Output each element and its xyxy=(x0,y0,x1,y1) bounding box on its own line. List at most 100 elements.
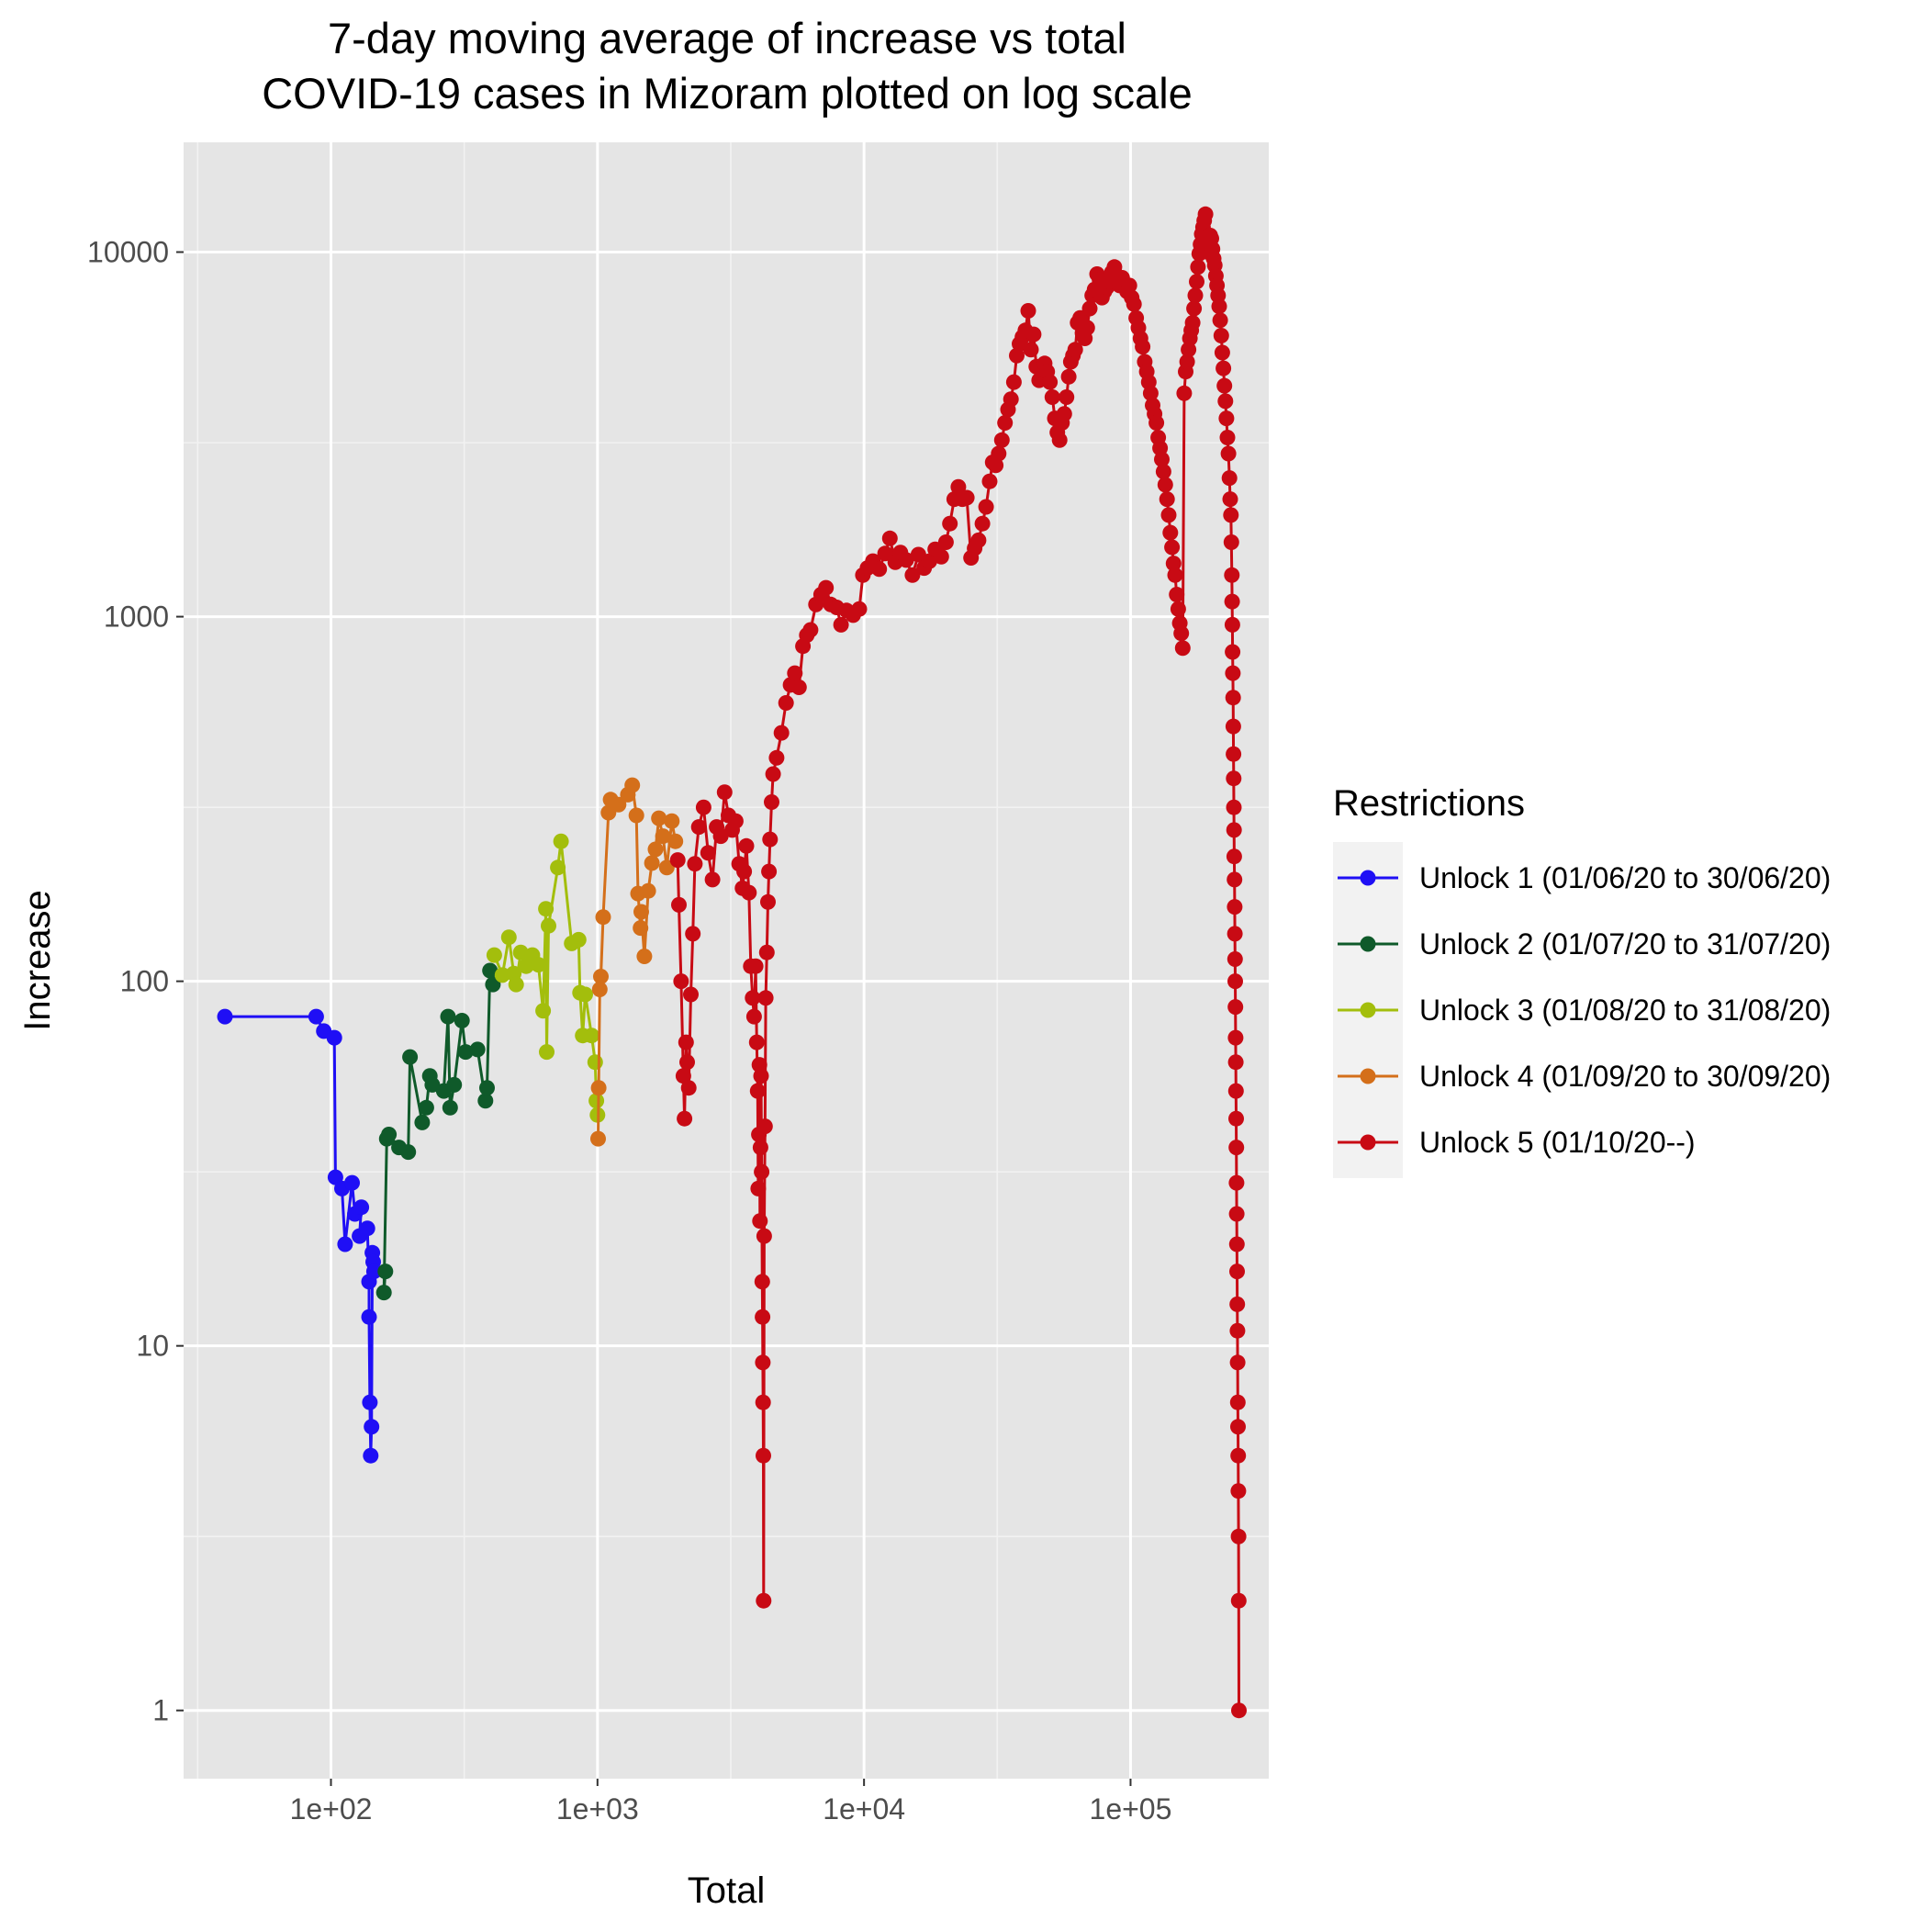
data-point xyxy=(1222,491,1238,508)
legend-item-4: Unlock 4 (01/09/20 to 30/09/20) xyxy=(1338,1060,1831,1093)
data-point xyxy=(1214,344,1230,361)
chart-title-line-2: COVID-19 cases in Mizoram plotted on log… xyxy=(262,69,1193,118)
data-point xyxy=(550,859,566,876)
series-2 xyxy=(375,962,501,1301)
data-point xyxy=(1229,1296,1246,1312)
data-point xyxy=(671,896,687,913)
x-tick-label: 1e+02 xyxy=(290,1792,373,1825)
data-point xyxy=(1227,871,1243,888)
data-point xyxy=(745,1008,762,1025)
data-point xyxy=(778,695,794,711)
series-layer xyxy=(217,206,1247,1719)
data-point xyxy=(217,1008,233,1025)
data-point xyxy=(1121,277,1137,294)
data-point xyxy=(716,784,733,801)
data-point xyxy=(1056,406,1072,422)
data-point xyxy=(362,1394,378,1410)
data-point xyxy=(1042,374,1059,390)
data-point xyxy=(958,489,975,506)
data-point xyxy=(1228,1174,1245,1191)
chart-title-line-1: 7-day moving average of increase vs tota… xyxy=(328,14,1126,62)
data-point xyxy=(651,810,667,826)
data-point xyxy=(570,931,587,948)
data-point xyxy=(790,680,807,695)
data-point xyxy=(942,515,958,532)
data-point xyxy=(1226,799,1242,815)
data-point xyxy=(590,1130,606,1147)
data-point xyxy=(974,515,991,532)
data-point xyxy=(1227,999,1244,1016)
data-point xyxy=(327,1169,343,1185)
data-point xyxy=(1223,507,1239,523)
legend-key-point xyxy=(1360,1002,1376,1018)
y-tick-label: 1000 xyxy=(104,601,169,634)
data-point xyxy=(633,904,649,920)
data-point xyxy=(756,1228,772,1244)
data-point xyxy=(760,893,776,910)
data-point xyxy=(978,499,994,515)
data-point xyxy=(761,863,778,880)
legend-key-point xyxy=(1360,1068,1376,1084)
data-point xyxy=(583,1028,599,1044)
data-point xyxy=(1081,300,1098,317)
data-point xyxy=(1189,274,1204,290)
data-point xyxy=(1229,1322,1246,1339)
data-point xyxy=(871,561,888,578)
y-axis-label: Increase xyxy=(17,890,58,1030)
data-point xyxy=(1148,415,1165,431)
data-point xyxy=(898,552,914,568)
data-point xyxy=(469,1041,486,1058)
y-tick-label: 10 xyxy=(136,1330,169,1363)
data-point xyxy=(750,1180,767,1196)
data-point xyxy=(1219,430,1236,445)
data-point xyxy=(361,1309,377,1325)
data-point xyxy=(1157,477,1173,493)
data-point xyxy=(1184,315,1201,331)
data-point xyxy=(553,833,569,849)
data-point xyxy=(1224,593,1240,610)
data-point xyxy=(1226,770,1242,787)
data-point xyxy=(440,1008,456,1025)
data-point xyxy=(595,909,611,926)
data-point xyxy=(937,534,954,550)
data-point xyxy=(685,926,701,942)
data-point xyxy=(1174,640,1191,657)
data-point xyxy=(993,432,1010,448)
data-point xyxy=(1226,848,1242,865)
data-point xyxy=(1217,393,1234,410)
data-point xyxy=(690,819,707,836)
data-point xyxy=(1165,556,1182,572)
data-point xyxy=(877,545,893,562)
data-point xyxy=(611,796,627,813)
data-point xyxy=(1230,1592,1247,1609)
data-point xyxy=(1228,1236,1245,1252)
data-point xyxy=(738,837,755,854)
data-point xyxy=(675,1068,691,1084)
data-point xyxy=(1227,926,1243,942)
data-point xyxy=(530,957,546,973)
data-point xyxy=(1160,507,1177,523)
data-point xyxy=(593,969,609,984)
data-point xyxy=(683,986,699,1003)
data-point xyxy=(628,807,644,824)
data-point xyxy=(477,1093,494,1109)
data-point xyxy=(624,777,641,793)
data-point xyxy=(375,1285,392,1301)
data-point xyxy=(1228,1110,1244,1127)
data-point xyxy=(590,1080,607,1096)
data-point xyxy=(1229,1354,1246,1371)
series-5 xyxy=(669,206,1247,1719)
data-point xyxy=(1167,567,1183,583)
data-point xyxy=(1142,385,1159,401)
data-point xyxy=(753,1068,769,1084)
data-point xyxy=(359,1220,375,1237)
data-point xyxy=(680,1080,697,1096)
data-point xyxy=(1225,665,1241,681)
legend-key-point xyxy=(1360,936,1376,952)
data-point xyxy=(1227,1054,1244,1071)
data-point xyxy=(669,852,686,869)
data-point xyxy=(500,929,517,946)
data-point xyxy=(1216,360,1232,376)
data-point xyxy=(1044,389,1060,405)
data-point xyxy=(749,1083,766,1099)
